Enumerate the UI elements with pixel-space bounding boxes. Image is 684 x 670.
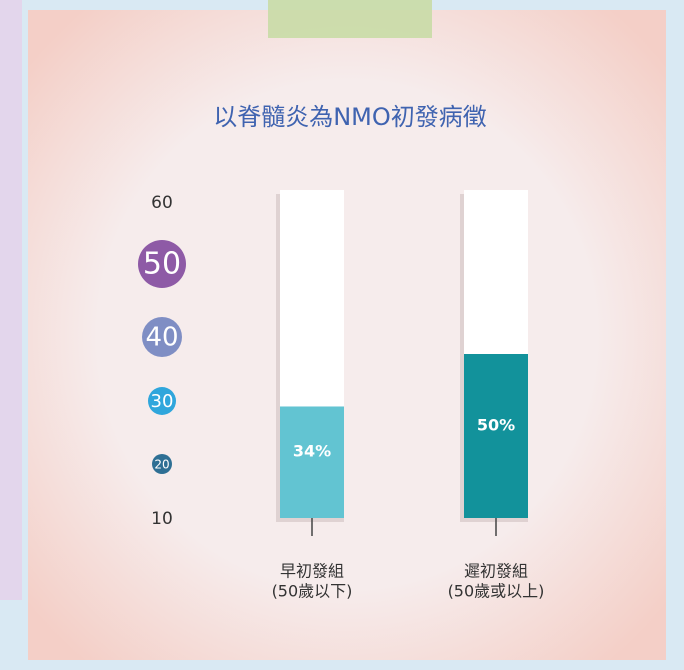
category-label: 早初發組 [280, 562, 344, 581]
value-label: 34% [293, 442, 331, 461]
scale-label: 20 [154, 458, 169, 472]
tape [268, 0, 432, 38]
bar [464, 354, 528, 518]
bar [280, 406, 344, 518]
category-label: 遲初發組 [464, 562, 528, 581]
category-note: (50歲以下) [272, 582, 353, 601]
chart-title: 以脊髓炎為NMO初發病徵 [213, 103, 487, 131]
scale-label: 40 [145, 323, 178, 353]
scale-label: 60 [151, 193, 173, 213]
chart: 以脊髓炎為NMO初發病徵 60 50 40 30 20 10 34% 早初發組(50歲以下) 5… [0, 0, 684, 670]
category-note: (50歲或以上) [448, 582, 545, 601]
scale-label: 30 [151, 391, 174, 412]
scale-label: 50 [143, 247, 181, 282]
value-label: 50% [477, 416, 515, 435]
scale-label: 10 [151, 509, 173, 529]
side-strip [0, 0, 22, 600]
